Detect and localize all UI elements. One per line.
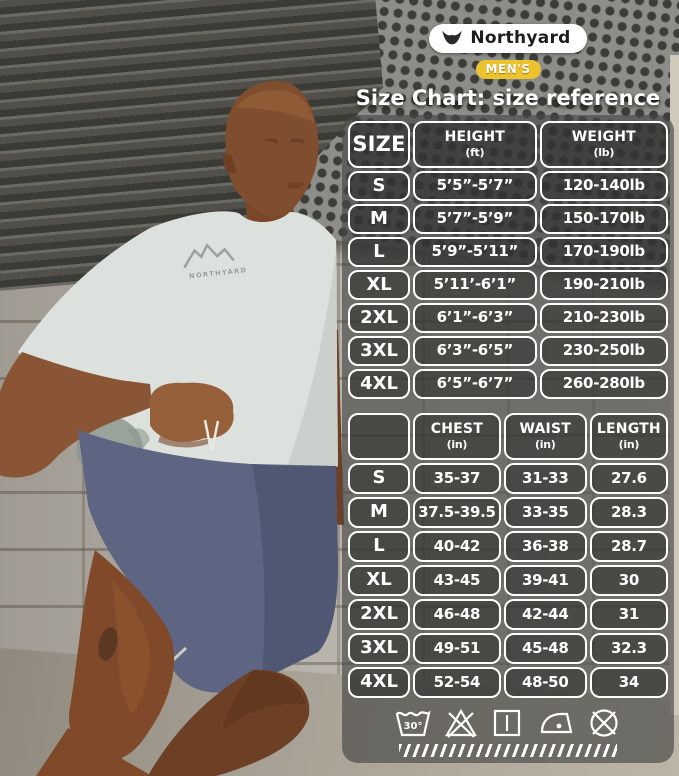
table-cell: 150-170lb [539,204,668,234]
size-label-cell: XL [348,270,410,300]
table-row: XL 43-45 39-41 30 [348,565,668,596]
mens-badge: MEN'S [475,60,541,79]
table-cell: 190-210lb [539,270,668,300]
table-cell: 31 [589,599,668,630]
table-cell: 28.7 [589,531,668,562]
column-header: WAIST (in) [503,413,587,460]
table-cell: 5’5”-5’7” [413,171,537,201]
size-label-cell: 4XL [348,667,410,698]
table-cell: 32.3 [589,633,668,664]
size-label-cell: 2XL [348,303,410,333]
table-cell: 42-44 [503,599,587,630]
table-row: L 40-42 36-38 28.7 [348,531,668,562]
drip-dry-icon [493,709,521,737]
height-weight-table: SIZE HEIGHT (ft) WEIGHT (lb) S 5’5”-5’7” 120-14… [348,121,668,399]
table-cell: 6’1”-6’3” [413,303,537,333]
table-cell: 36-38 [503,531,587,562]
size-label-cell: L [348,237,410,267]
column-header: LENGTH (in) [589,413,668,460]
table-cell: 40-42 [413,531,501,562]
table-row: 3XL 49-51 45-48 32.3 [348,633,668,664]
iron-icon [540,712,573,734]
table-row: 2XL 6’1”-6’3” 210-230lb [348,303,668,333]
column-header: WEIGHT (lb) [539,121,668,168]
table-cell: 45-48 [503,633,587,664]
table-cell: 6’3”-6’5” [413,336,537,366]
table-row: S 35-37 31-33 27.6 [348,463,668,494]
size-label-cell: M [348,497,410,528]
table-row: S 5’5”-5’7” 120-140lb [348,171,668,201]
table-cell: 230-250lb [539,336,668,366]
table-cell: 52-54 [413,667,501,698]
size-label-cell: 4XL [348,369,410,399]
svg-text:30°: 30° [404,721,423,732]
table-row: 4XL 52-54 48-50 34 [348,667,668,698]
size-label-cell: 3XL [348,633,410,664]
table-cell: 6’5”-6’7” [413,369,537,399]
care-instructions-row: 30° [348,706,668,740]
table-cell: 35-37 [413,463,501,494]
column-header [348,413,410,460]
page-title: Size Chart: size reference [355,86,661,110]
size-label-cell: XL [348,565,410,596]
table-row: M 5’7”-5’9” 150-170lb [348,204,668,234]
chest-waist-length-table: CHEST (in) WAIST (in) LENGTH (in) S 35-37 31-33 2… [348,413,668,698]
hatch-divider-bar [399,744,617,757]
size-label-cell: 3XL [348,336,410,366]
table-cell: 33-35 [503,497,587,528]
table-cell: 37.5-39.5 [413,497,501,528]
size-chart-panel: SIZE HEIGHT (ft) WEIGHT (lb) S 5’5”-5’7” 120-14… [342,115,674,763]
table-cell: 120-140lb [539,171,668,201]
table-cell: 170-190lb [539,237,668,267]
brand-name: Northyard [470,28,571,48]
table-row: 2XL 46-48 42-44 31 [348,599,668,630]
column-header: SIZE [348,121,410,168]
table-cell: 5’11’-6’1” [413,270,537,300]
do-not-bleach-icon [445,708,477,738]
table-cell: 28.3 [589,497,668,528]
size-label-cell: 2XL [348,599,410,630]
table-cell: 260-280lb [539,369,668,399]
size-label-cell: S [348,171,410,201]
table-cell: 39-41 [503,565,587,596]
size-label-cell: M [348,204,410,234]
size-label-cell: S [348,463,410,494]
table-cell: 5’7”-5’9” [413,204,537,234]
table-cell: 27.6 [589,463,668,494]
table-cell: 49-51 [413,633,501,664]
brand-pill: Northyard [429,24,587,53]
table-cell: 5’9”-5’11” [413,237,537,267]
table-cell: 210-230lb [539,303,668,333]
table-cell: 43-45 [413,565,501,596]
column-header: HEIGHT (ft) [413,121,537,168]
table-row: 4XL 6’5”-6’7” 260-280lb [348,369,668,399]
table-cell: 30 [589,565,668,596]
table-cell: 46-48 [413,599,501,630]
northyard-logo-icon [442,30,462,45]
column-header: CHEST (in) [413,413,501,460]
machine-wash-30-icon: 30° [395,710,431,737]
table-row: XL 5’11’-6’1” 190-210lb [348,270,668,300]
table-row: L 5’9”-5’11” 170-190lb [348,237,668,267]
table-cell: 31-33 [503,463,587,494]
table-cell: 48-50 [503,667,587,698]
wall-column-edge [670,55,679,715]
do-not-dry-clean-icon [590,709,618,737]
table-row: 3XL 6’3”-6’5” 230-250lb [348,336,668,366]
size-label-cell: L [348,531,410,562]
table-cell: 34 [589,667,668,698]
chart-header: Northyard MEN'S Size Chart: size referen… [342,0,674,110]
table-row: M 37.5-39.5 33-35 28.3 [348,497,668,528]
